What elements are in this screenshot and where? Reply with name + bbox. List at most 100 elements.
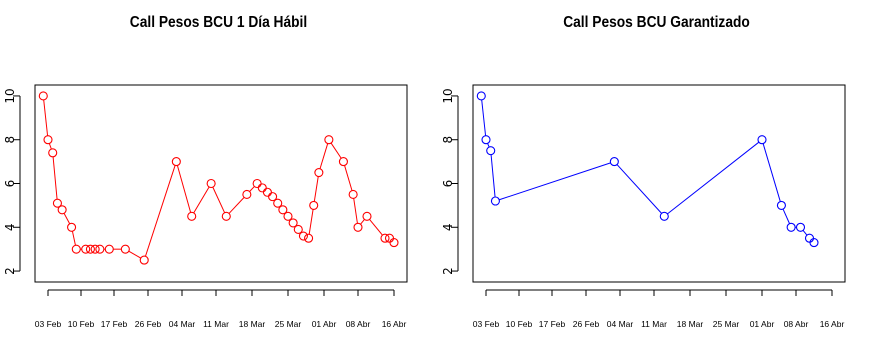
chart-title: Call Pesos BCU 1 Día Hábil <box>129 14 308 31</box>
data-point <box>348 189 358 199</box>
x-tick-label: 18 Mar <box>677 319 704 329</box>
series-line-segment <box>762 143 781 202</box>
data-point <box>795 222 806 232</box>
x-tick-label: 11 Mar <box>641 319 667 329</box>
data-point <box>171 157 181 167</box>
data-point <box>314 168 324 178</box>
data-point <box>43 135 53 145</box>
series-line-segment <box>176 165 192 213</box>
y-tick-label: 6 <box>3 180 17 188</box>
series-line-segment <box>63 213 71 224</box>
data-point <box>206 178 216 189</box>
data-point <box>380 233 390 243</box>
series-line-segment <box>43 99 49 136</box>
data-point <box>298 231 308 241</box>
x-tick-label: 16 Abr <box>820 319 845 329</box>
data-point <box>309 200 319 210</box>
data-point <box>353 222 363 232</box>
series-line-segment <box>369 219 383 236</box>
data-point <box>786 222 796 232</box>
chart-title: Call Pesos BCU Garantizado <box>563 14 750 31</box>
data-point <box>659 211 669 221</box>
series-line-segment <box>499 162 611 201</box>
plot-frame <box>34 84 408 283</box>
series-line-segment <box>144 165 176 257</box>
y-tick-label: 4 <box>3 223 17 231</box>
y-tick-label: 8 <box>3 136 17 144</box>
y-tick-label: 2 <box>3 267 17 275</box>
series-line-segment <box>344 165 353 191</box>
data-point <box>776 200 786 210</box>
x-tick-label: 08 Abr <box>346 319 371 329</box>
data-point <box>757 135 767 145</box>
x-tick-label: 10 Feb <box>506 319 533 329</box>
data-point <box>252 178 262 189</box>
y-tick-label: 4 <box>441 223 455 231</box>
series-line-segment <box>481 99 487 136</box>
data-point <box>90 244 100 254</box>
series-line-segment <box>616 164 662 214</box>
data-point <box>304 233 314 243</box>
chart-plot: 2 4 6 8 10 03 Feb 10 Feb 17 Feb 26 Feb 04 Mar 11 M… <box>441 84 846 329</box>
data-point <box>476 91 486 101</box>
x-tick-label: 01 Abr <box>312 319 337 329</box>
data-point <box>609 157 619 167</box>
series-line-segment <box>308 209 314 235</box>
data-point <box>490 196 500 206</box>
series-line-segment <box>490 154 496 198</box>
y-tick-label: 10 <box>441 88 455 103</box>
data-point <box>262 187 272 197</box>
x-tick-label: 17 Feb <box>101 319 128 329</box>
data-point <box>48 148 58 158</box>
data-point <box>57 205 67 215</box>
data-point <box>481 135 491 145</box>
x-tick-label: 25 Mar <box>713 319 740 329</box>
data-point <box>38 91 48 101</box>
data-point <box>338 157 348 167</box>
plot-frame <box>472 84 846 283</box>
x-tick-label: 16 Abr <box>382 319 407 329</box>
x-tick-label: 18 Mar <box>239 319 266 329</box>
data-point <box>278 205 288 215</box>
series-line-segment <box>319 143 329 169</box>
data-point <box>52 198 62 208</box>
series-line-segment <box>212 186 226 213</box>
y-tick-label: 6 <box>441 180 455 188</box>
x-tick-label: 26 Feb <box>573 319 600 329</box>
x-tick-label: 25 Mar <box>275 319 302 329</box>
x-tick-label: 04 Mar <box>169 319 196 329</box>
data-point <box>288 218 298 228</box>
data-point <box>187 211 197 221</box>
x-tick-label: 17 Feb <box>539 319 566 329</box>
data-point <box>273 198 283 208</box>
data-point <box>120 244 130 254</box>
series-line-segment <box>71 231 76 246</box>
data-point <box>104 244 114 254</box>
x-tick-label: 11 Mar <box>203 319 229 329</box>
x-tick-label: 10 Feb <box>68 319 95 329</box>
data-point <box>67 222 77 232</box>
series-line-segment <box>313 176 319 202</box>
series-line-segment <box>48 143 52 150</box>
x-tick-label: 26 Feb <box>135 319 162 329</box>
data-point <box>95 244 105 254</box>
series-line-segment <box>228 197 245 214</box>
series-line-segment <box>667 141 760 215</box>
x-tick-label: 08 Abr <box>784 319 809 329</box>
data-point <box>85 244 95 254</box>
series-line-segment <box>249 186 255 192</box>
series-line-segment <box>353 198 358 224</box>
data-point <box>362 211 372 221</box>
data-point <box>139 255 149 265</box>
chart-call-pesos-garantizado: Call Pesos BCU Garantizado 2 4 6 8 10 03 Feb 1… <box>438 0 875 337</box>
x-tick-label: 04 Mar <box>607 319 634 329</box>
data-point <box>809 238 819 248</box>
series-line-segment <box>360 219 365 225</box>
series-line-segment <box>487 143 490 148</box>
series-line-segment <box>52 156 58 200</box>
data-point <box>389 238 399 248</box>
series-line-segment <box>128 250 142 259</box>
data-point <box>257 183 267 193</box>
y-tick-label: 2 <box>441 267 455 275</box>
series-line-segment <box>330 142 342 159</box>
